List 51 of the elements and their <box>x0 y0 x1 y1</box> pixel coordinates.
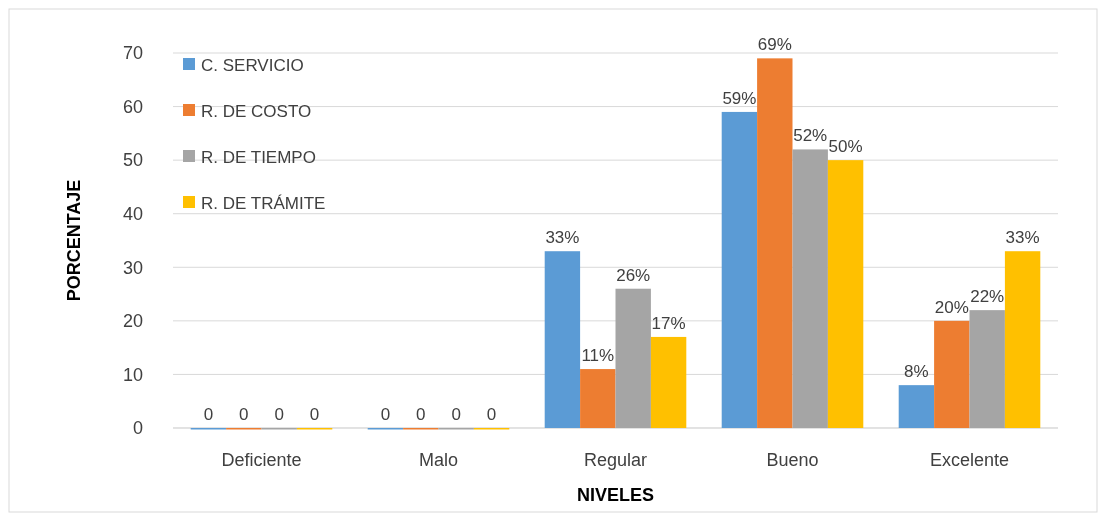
data-label: 8% <box>904 362 929 382</box>
bar <box>827 160 864 428</box>
data-label: 69% <box>757 35 792 55</box>
bar <box>757 58 793 428</box>
legend-label: R. DE TIEMPO <box>201 147 316 167</box>
legend-label: R. DE COSTO <box>201 101 312 121</box>
data-label: 0 <box>486 405 497 424</box>
data-label: 50% <box>828 137 863 157</box>
x-axis-title: NIVELES <box>576 485 655 505</box>
data-label: 0 <box>239 405 249 424</box>
data-label: 17% <box>651 313 686 333</box>
y-axis-title: PORCENTAJE <box>64 179 84 302</box>
data-label: 20% <box>934 297 969 317</box>
bar <box>898 385 935 428</box>
data-label: 0 <box>274 405 284 424</box>
data-label: 0 <box>380 405 391 424</box>
data-label: 0 <box>416 405 426 424</box>
y-tick-label: 30 <box>122 257 143 278</box>
bar <box>969 310 1005 428</box>
legend-label: C. SERVICIO <box>201 55 304 75</box>
data-label: 0 <box>203 405 214 424</box>
bar <box>580 369 616 428</box>
legend-label: R. DE TRÁMITE <box>201 193 326 213</box>
data-label: 0 <box>309 405 320 424</box>
bar <box>934 320 970 428</box>
data-label: 26% <box>616 265 651 285</box>
data-label: 59% <box>722 88 757 108</box>
data-label: 52% <box>793 126 828 146</box>
data-label: 33% <box>545 228 580 248</box>
y-tick-label: 40 <box>122 204 143 225</box>
bar <box>1004 251 1041 428</box>
x-tick-label: Regular <box>583 450 648 470</box>
bar <box>650 336 687 428</box>
y-tick-label: 20 <box>122 311 143 332</box>
bar <box>615 288 651 428</box>
y-tick-label: 0 <box>132 418 143 439</box>
data-label: 33% <box>1005 228 1040 248</box>
data-label: 11% <box>581 346 615 366</box>
y-tick-label: 60 <box>122 96 143 117</box>
y-tick-label: 10 <box>122 364 143 385</box>
data-label: 0 <box>451 405 461 424</box>
x-tick-label: Malo <box>418 450 459 470</box>
x-tick-label: Deficiente <box>221 450 302 470</box>
bar <box>792 149 828 428</box>
bar <box>544 251 581 428</box>
y-tick-label: 50 <box>122 150 143 171</box>
data-label: 22% <box>970 287 1005 307</box>
y-tick-label: 70 <box>122 43 143 64</box>
bar <box>721 111 758 428</box>
x-tick-label: Bueno <box>766 450 819 470</box>
x-tick-label: Excelente <box>929 450 1010 470</box>
